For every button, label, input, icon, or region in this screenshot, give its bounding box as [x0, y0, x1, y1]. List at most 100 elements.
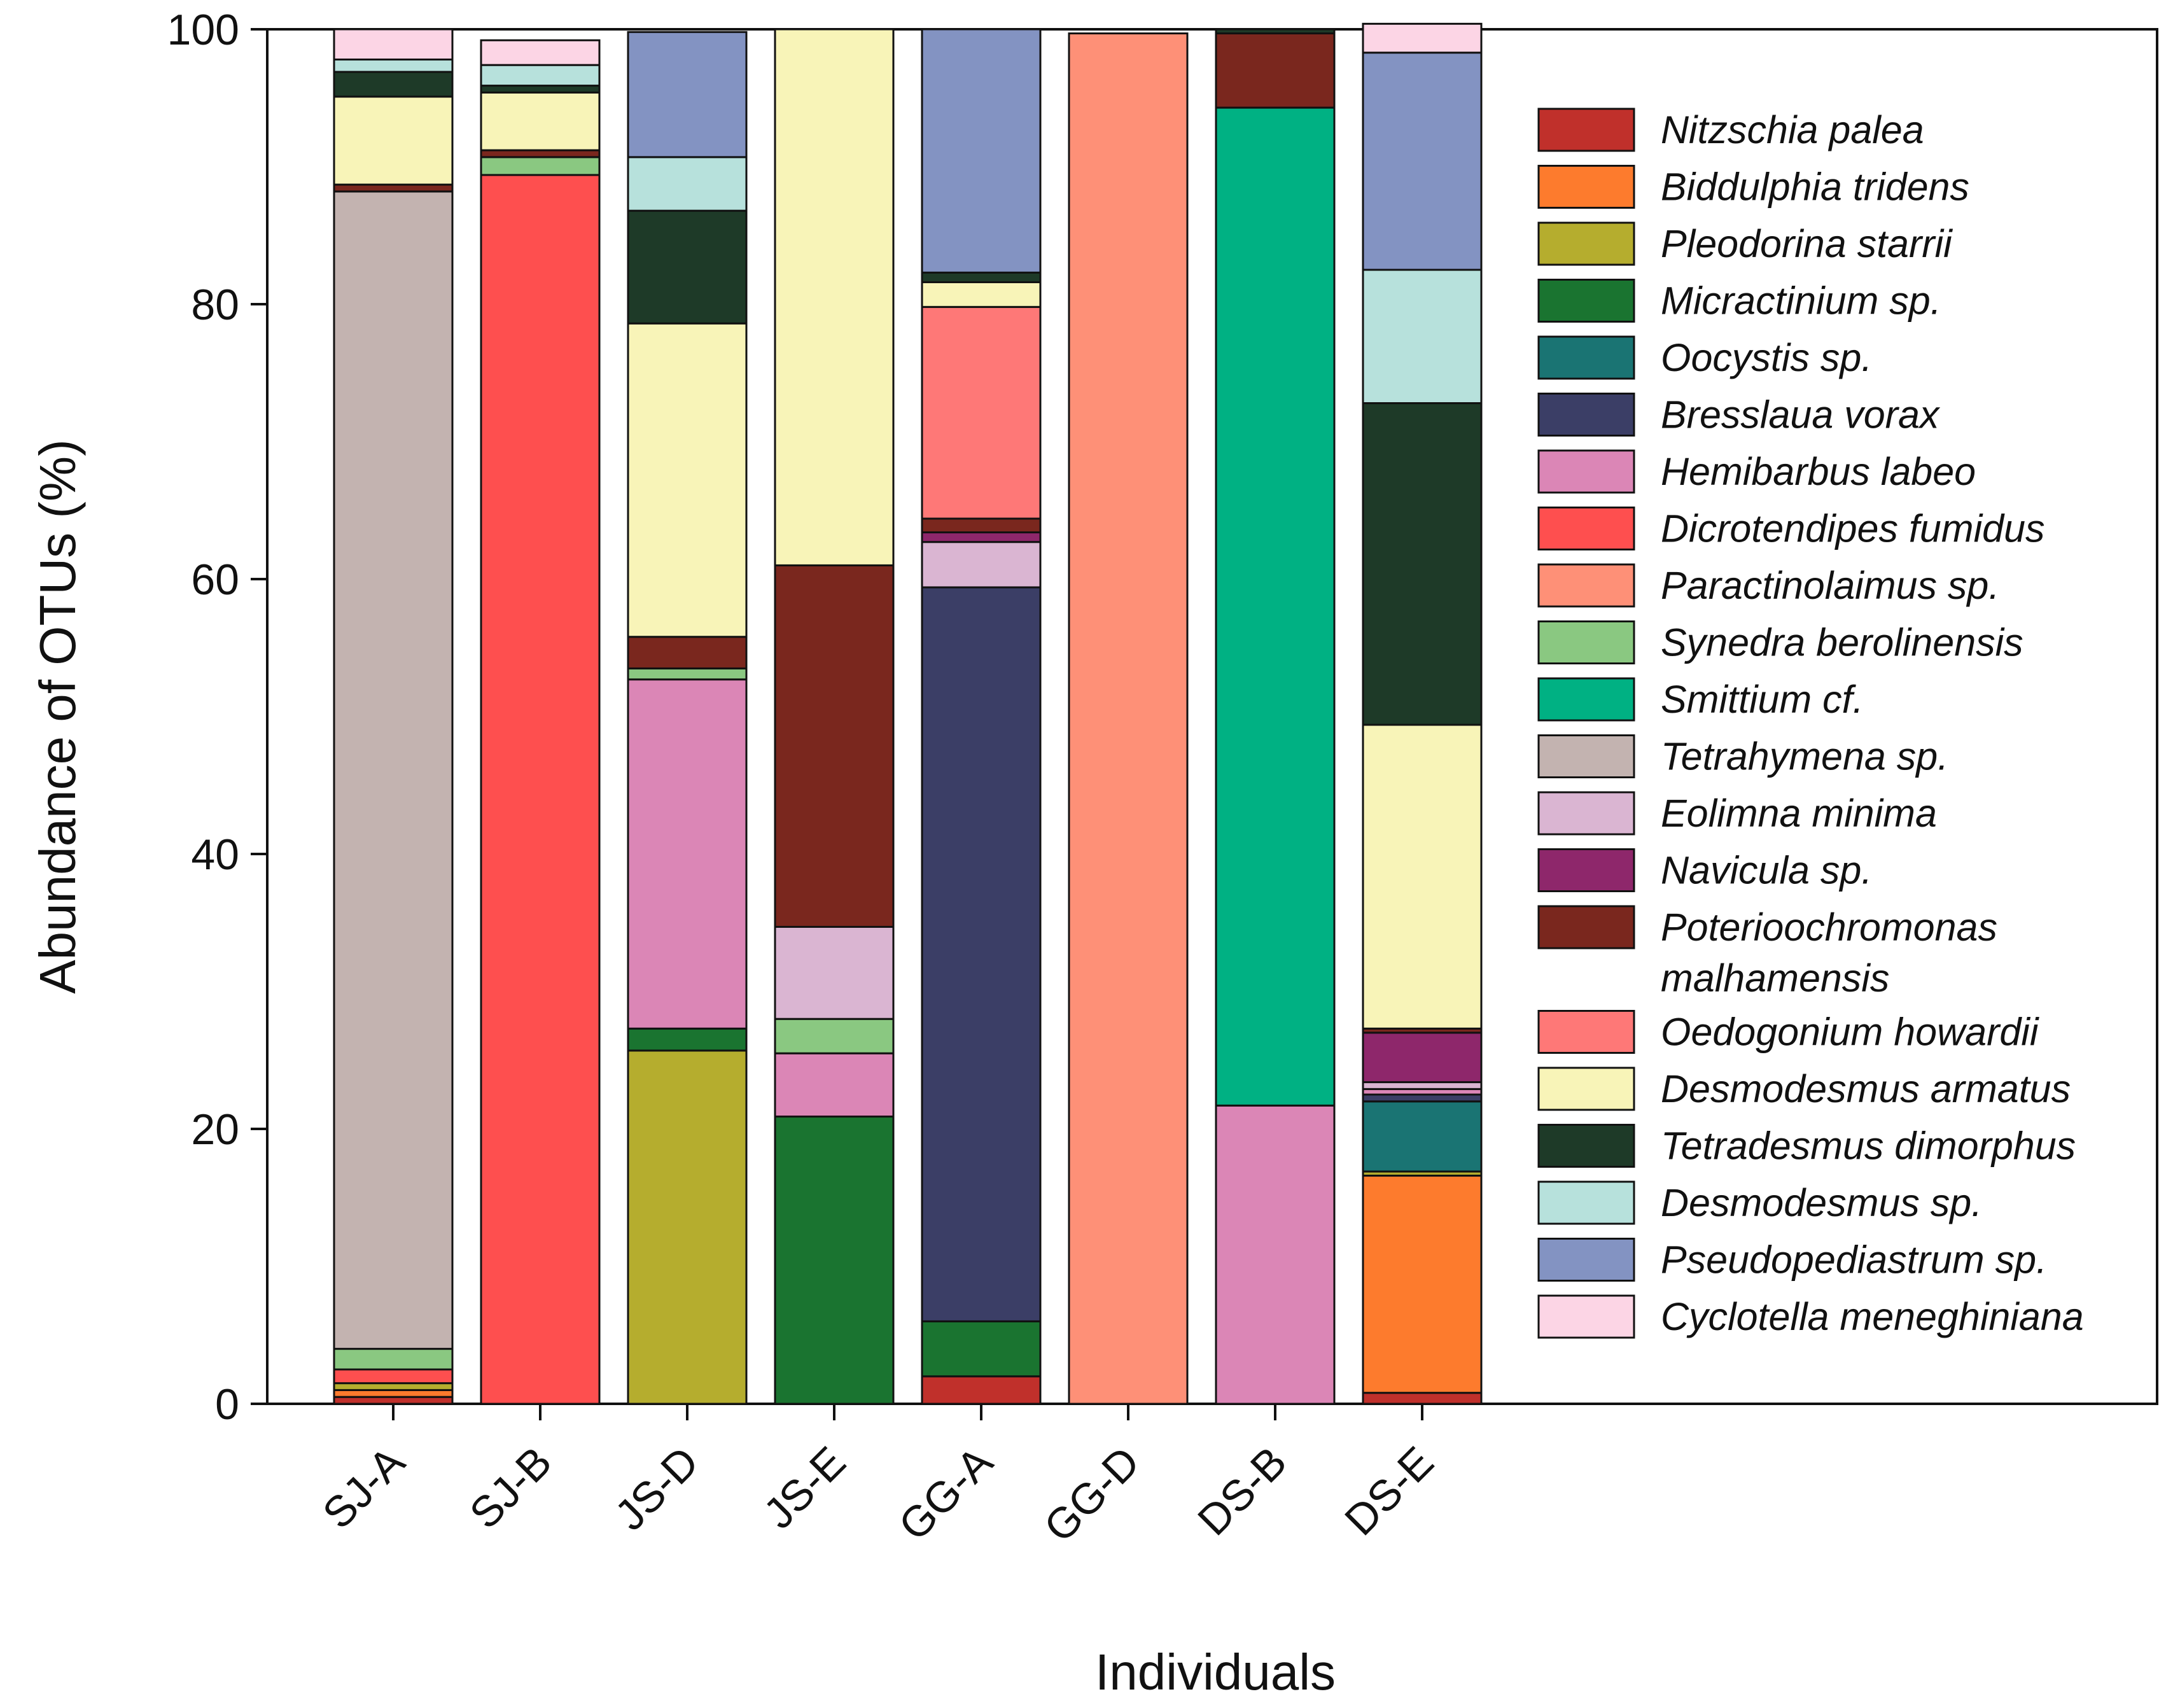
legend-swatch-6	[1537, 449, 1635, 494]
legend-swatch-15	[1537, 1010, 1635, 1054]
bar-segment-JS-E-12	[774, 925, 895, 1020]
legend-item-10: Smittium cf.	[1537, 677, 1864, 722]
legend-item-18: Desmodesmus sp.	[1537, 1180, 1982, 1225]
legend-item-13: Navicula sp.	[1537, 848, 1872, 892]
legend-label-3: Micractinium sp.	[1661, 279, 1941, 323]
bar-segment-SJ-A-11	[333, 190, 454, 1350]
legend-label-9: Synedra berolinensis	[1661, 621, 2023, 664]
legend: Nitzschia palea Biddulphia tridens Pleodor…	[1537, 108, 2084, 1339]
legend-label-4: Oocystis sp.	[1661, 336, 1872, 379]
y-tick-label-60: 60	[191, 556, 239, 604]
bar-segment-GG-D-8	[1068, 32, 1189, 1405]
legend-swatch-18	[1537, 1180, 1635, 1225]
legend-label-19: Pseudopediastrum sp.	[1661, 1238, 2047, 1282]
bar-segment-JS-D-16	[627, 322, 748, 638]
bar-segment-DS-E-12	[1362, 1081, 1483, 1090]
bar-segment-SJ-A-20	[333, 28, 454, 61]
y-tick-label-100: 100	[167, 6, 239, 54]
bar-segment-GG-A-3	[921, 1320, 1042, 1378]
bar-segment-JS-E-6	[774, 1052, 895, 1118]
bar-segment-JS-D-17	[627, 209, 748, 325]
legend-label-18: Desmodesmus sp.	[1661, 1181, 1982, 1224]
legend-swatch-19	[1537, 1238, 1635, 1282]
bar-segment-DS-E-0	[1362, 1392, 1483, 1405]
legend-label-7: Dicrotendipes fumidus	[1661, 507, 2045, 550]
legend-swatch-3	[1537, 279, 1635, 323]
legend-label-10: Smittium cf.	[1661, 678, 1864, 721]
legend-item-12: Eolimna minima	[1537, 791, 1937, 836]
legend-swatch-0	[1537, 108, 1635, 152]
legend-item-3: Micractinium sp.	[1537, 279, 1941, 323]
bar-segment-SJ-B-20	[480, 39, 601, 66]
x-tick-label-SJ-A: SJ-A	[314, 1437, 414, 1537]
x-axis-title: Individuals	[1095, 1644, 1336, 1700]
bar-segment-SJ-B-17	[480, 85, 601, 94]
bar-JS-D	[627, 31, 748, 1405]
legend-item-6: Hemibarbus labeo	[1537, 449, 1976, 494]
bar-JS-E	[774, 28, 895, 1405]
x-tick-label-GG-D: GG-D	[1035, 1438, 1149, 1551]
bar-segment-DS-E-17	[1362, 402, 1483, 726]
bar-segment-JS-D-9	[627, 667, 748, 681]
bar-segment-DS-E-16	[1362, 724, 1483, 1030]
bar-segment-SJ-A-7	[333, 1368, 454, 1385]
bar-segment-GG-A-16	[921, 281, 1042, 308]
bar-segment-DS-E-18	[1362, 269, 1483, 405]
bar-segment-JS-D-19	[627, 31, 748, 158]
legend-swatch-12	[1537, 791, 1635, 836]
legend-item-2: Pleodorina starrii	[1537, 221, 1953, 266]
bar-segment-JS-E-16	[774, 28, 895, 566]
bar-segment-JS-E-3	[774, 1116, 895, 1405]
legend-item-14: Poterioochromonas malhamensis	[1537, 905, 1997, 1000]
bar-segment-JS-D-6	[627, 678, 748, 1030]
bar-segment-SJ-A-2	[333, 1382, 454, 1391]
bar-segment-SJ-A-14	[333, 183, 454, 193]
legend-item-16: Desmodesmus armatus	[1537, 1067, 2071, 1111]
bar-segment-GG-A-17	[921, 271, 1042, 283]
bar-SJ-B	[480, 39, 601, 1405]
bar-segment-SJ-A-18	[333, 59, 454, 73]
legend-label-5: Bresslaua vorax	[1661, 393, 1941, 437]
bar-segment-JS-D-18	[627, 156, 748, 212]
legend-item-20: Cyclotella meneghiniana	[1537, 1294, 2084, 1339]
bar-segment-DS-B-14	[1215, 32, 1336, 109]
bar-segment-SJ-B-16	[480, 91, 601, 151]
bar-segment-SJ-A-16	[333, 95, 454, 186]
legend-swatch-8	[1537, 563, 1635, 608]
legend-label-13: Navicula sp.	[1661, 849, 1872, 892]
bar-segment-SJ-B-18	[480, 64, 601, 87]
legend-swatch-7	[1537, 507, 1635, 550]
bar-segment-JS-D-14	[627, 636, 748, 669]
x-tick-label-DS-B: DS-B	[1189, 1438, 1296, 1545]
legend-label-14: Poterioochromonas malhamensis	[1661, 906, 1997, 1000]
legend-item-1: Biddulphia tridens	[1537, 165, 1969, 209]
legend-item-11: Tetrahymena sp.	[1537, 734, 1948, 778]
bar-segment-DS-E-1	[1362, 1174, 1483, 1394]
y-tick-label-0: 0	[215, 1380, 239, 1429]
y-axis: 0 20 40 60 80 100	[167, 6, 267, 1429]
legend-item-9: Synedra berolinensis	[1537, 620, 2023, 664]
legend-label-16: Desmodesmus armatus	[1661, 1067, 2071, 1110]
legend-label-0: Nitzschia palea	[1661, 108, 1924, 151]
legend-label-1: Biddulphia tridens	[1661, 165, 1969, 209]
bar-segment-DS-E-13	[1362, 1032, 1483, 1084]
legend-item-19: Pseudopediastrum sp.	[1537, 1238, 2047, 1282]
legend-item-0: Nitzschia palea	[1537, 108, 1924, 152]
bar-segment-DS-B-17	[1215, 28, 1336, 34]
bar-segment-GG-A-12	[921, 541, 1042, 589]
x-tick-label-DS-E: DS-E	[1336, 1438, 1443, 1545]
legend-swatch-16	[1537, 1067, 1635, 1111]
bar-segment-DS-B-6	[1215, 1104, 1336, 1405]
legend-swatch-5	[1537, 393, 1635, 437]
bar-segment-SJ-A-17	[333, 71, 454, 98]
bar-GG-D	[1068, 32, 1189, 1405]
bar-GG-A	[921, 28, 1042, 1405]
bar-segment-DS-E-5	[1362, 1093, 1483, 1103]
legend-swatch-10	[1537, 677, 1635, 722]
legend-item-17: Tetradesmus dimorphus	[1537, 1124, 2076, 1168]
bar-segment-JS-E-14	[774, 564, 895, 928]
y-tick-label-80: 80	[191, 281, 239, 329]
bar-segment-SJ-B-7	[480, 174, 601, 1405]
y-axis-title: Abundance of OTUs (%)	[29, 439, 86, 993]
bar-segment-JS-D-2	[627, 1049, 748, 1405]
